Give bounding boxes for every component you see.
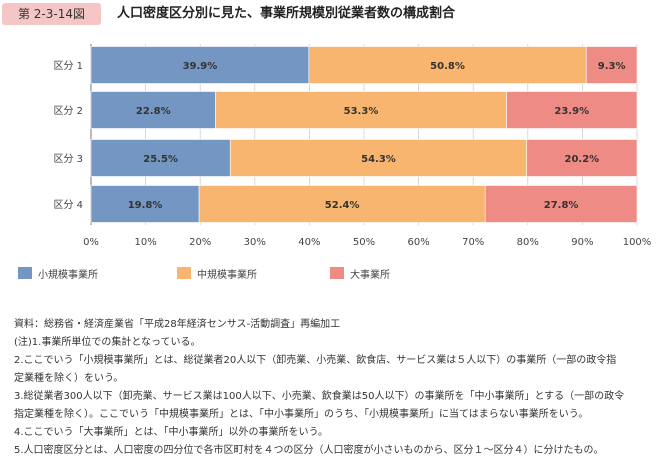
data-label: 23.9% [554, 106, 589, 117]
x-tick-label: 70% [462, 237, 484, 248]
bar-segment [198, 185, 486, 223]
y-category-label: 区分 2 [53, 105, 83, 117]
data-label: 22.8% [136, 106, 171, 117]
legend-label: 大事業所 [350, 269, 390, 281]
bar-segment [229, 139, 528, 177]
data-label: 52.4% [325, 200, 360, 211]
data-label: 19.8% [128, 200, 163, 211]
legend-item: 小規模事業所 [18, 267, 98, 281]
note-2: 2.ここでいう「小規模事業所」とは、総従業者20人以下（卸売業、小売業、飲食店、… [14, 355, 617, 366]
x-tick-label: 80% [517, 237, 539, 248]
data-label: 9.3% [598, 61, 626, 72]
legend-item: 中規模事業所 [177, 267, 257, 281]
legend-swatch [330, 267, 344, 279]
note-3-cont: 指定業種を除く）。ここでいう「中規模事業所」とは、「中小事業所」のうち、「小規模… [14, 409, 589, 420]
x-tick-label: 50% [353, 237, 375, 248]
bar-segment [526, 139, 638, 177]
data-label: 39.9% [183, 61, 218, 72]
figure-number-badge: 第 2-3-14図 [2, 3, 101, 25]
note-1: (注)1.事業所単位での集計となっている。 [14, 337, 201, 348]
data-label: 20.2% [565, 154, 600, 165]
note-2-cont: 定業種を除く）をいう。 [14, 373, 124, 384]
data-label: 54.3% [361, 154, 396, 165]
stacked-bar-chart: 0% 10% 20% 30% 40% 50% 60% 70% 80% 90% 100% 区分 1 39.… [53, 44, 652, 248]
note-5: 5.人口密度区分とは、人口密度の四分位で各市区町村を４つの区分（人口密度が小さい… [14, 445, 604, 456]
x-tick-label: 10% [134, 237, 156, 248]
bar-segment [506, 91, 638, 129]
y-category-label: 区分 3 [53, 153, 83, 165]
bar-segment [308, 46, 587, 84]
x-tick-label: 100% [623, 237, 652, 248]
legend-label: 中規模事業所 [197, 269, 257, 281]
x-tick-label: 0% [83, 237, 99, 248]
note-3: 3.総従業者300人以下（卸売業、サービス業は100人以下、小売業、飲食業は50… [14, 391, 625, 402]
data-label: 25.5% [143, 154, 178, 165]
legend-swatch [177, 267, 191, 279]
bar-segment [90, 185, 200, 223]
x-tick-label: 40% [298, 237, 320, 248]
x-tick-label: 90% [571, 237, 593, 248]
x-tick-label: 60% [407, 237, 429, 248]
x-tick-label: 30% [244, 237, 266, 248]
y-category-label: 区分 4 [53, 199, 83, 211]
y-category-label: 区分 1 [53, 60, 83, 72]
note-4: 4.ここでいう「大事業所」とは、「中小事業所」以外の事業所をいう。 [14, 427, 328, 438]
note-source: 資料：総務省・経済産業省「平成28年経済センサス-活動調査」再編加工 [14, 319, 341, 330]
bar-segment [90, 139, 231, 177]
chart-title: 人口密度区分別に見た、事業所規模別従業者数の構成割合 [117, 6, 456, 21]
legend-swatch [18, 267, 32, 279]
data-label: 27.8% [544, 200, 579, 211]
legend-label: 小規模事業所 [38, 269, 98, 281]
legend-item: 大事業所 [330, 267, 390, 281]
source-notes: 資料：総務省・経済産業省「平成28年経済センサス-活動調査」再編加工 (注)1.… [14, 316, 654, 460]
bar-segment [90, 46, 310, 84]
data-label: 50.8% [430, 61, 465, 72]
bar-segment [484, 185, 638, 223]
x-tick-label: 20% [189, 237, 211, 248]
bar-segment [585, 46, 638, 84]
data-label: 53.3% [344, 106, 379, 117]
